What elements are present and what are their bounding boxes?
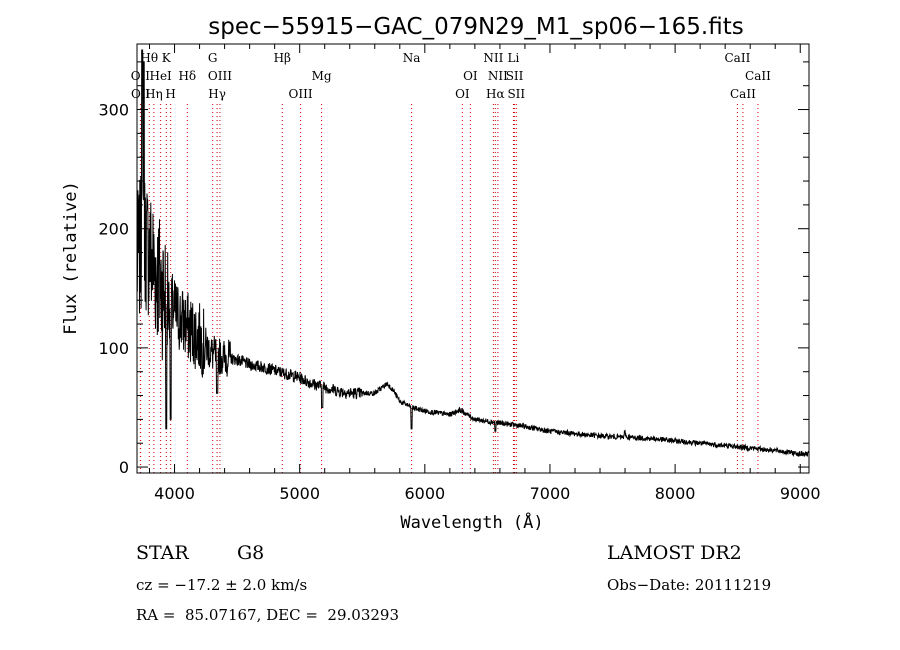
x-tick-label: 9000 — [780, 484, 821, 503]
line-label: Hβ — [274, 51, 291, 65]
line-label: OI — [455, 87, 470, 101]
line-label: H — [165, 87, 175, 101]
line-label: OII — [131, 69, 151, 83]
line-label: CaII — [725, 51, 751, 65]
coordinates-readout: RA = 85.07167, DEC = 29.03293 — [136, 606, 400, 624]
line-label: OII — [131, 87, 151, 101]
observation-date: Obs−Date: 20111219 — [607, 576, 772, 594]
line-label: OIII — [289, 87, 313, 101]
y-tick-label: 100 — [98, 339, 129, 358]
line-label: SII — [507, 87, 525, 101]
chart-title: spec−55915−GAC_079N29_M1_sp06−165.fits — [208, 14, 743, 40]
x-tick-label: 8000 — [655, 484, 696, 503]
x-tick-label: 4000 — [154, 484, 195, 503]
line-label: Mg — [312, 69, 332, 83]
y-tick-label: 300 — [98, 101, 129, 120]
y-tick-label: 0 — [119, 458, 129, 477]
x-axis: 4000 5000 6000 7000 8000 9000 — [149, 44, 821, 503]
line-label: Hδ — [178, 69, 196, 83]
line-label: SII — [506, 69, 524, 83]
line-label: Hγ — [208, 87, 226, 101]
line-label: Hα — [486, 87, 505, 101]
x-tick-label: 5000 — [279, 484, 320, 503]
line-label: Hθ — [140, 51, 158, 65]
spectrum-line — [136, 49, 809, 458]
line-label: NII — [488, 69, 508, 83]
line-label: G — [208, 51, 218, 65]
object-type: STAR — [136, 542, 189, 564]
x-tick-label: 7000 — [530, 484, 571, 503]
line-label: CaII — [745, 69, 771, 83]
spectral-line-labels: OII OII Hθ Hη HeI K HHδ G OIII Hγ Hβ OIII Mg Na OI OI NI… — [131, 51, 771, 101]
spectral-subclass: G8 — [237, 542, 265, 564]
line-label: Hη — [145, 87, 163, 101]
y-axis-label: Flux (relative) — [61, 181, 81, 335]
line-label: OIII — [208, 69, 232, 83]
survey-name: LAMOST DR2 — [607, 542, 742, 564]
line-label: OI — [463, 69, 478, 83]
y-axis: 0 100 200 300 — [98, 61, 809, 477]
plot-frame — [136, 43, 810, 474]
line-label: CaII — [730, 87, 756, 101]
redshift-readout: cz = −17.2 ± 2.0 km/s — [136, 576, 308, 594]
line-label: NII — [483, 51, 503, 65]
x-tick-label: 6000 — [404, 484, 445, 503]
x-axis-label: Wavelength (Å) — [400, 511, 543, 533]
line-label: Na — [403, 51, 421, 65]
line-label: HeI — [149, 69, 172, 83]
line-label: Li — [508, 51, 520, 65]
spectral-line-markers — [139, 104, 759, 473]
y-tick-label: 200 — [98, 220, 129, 239]
line-label: K — [162, 51, 172, 65]
